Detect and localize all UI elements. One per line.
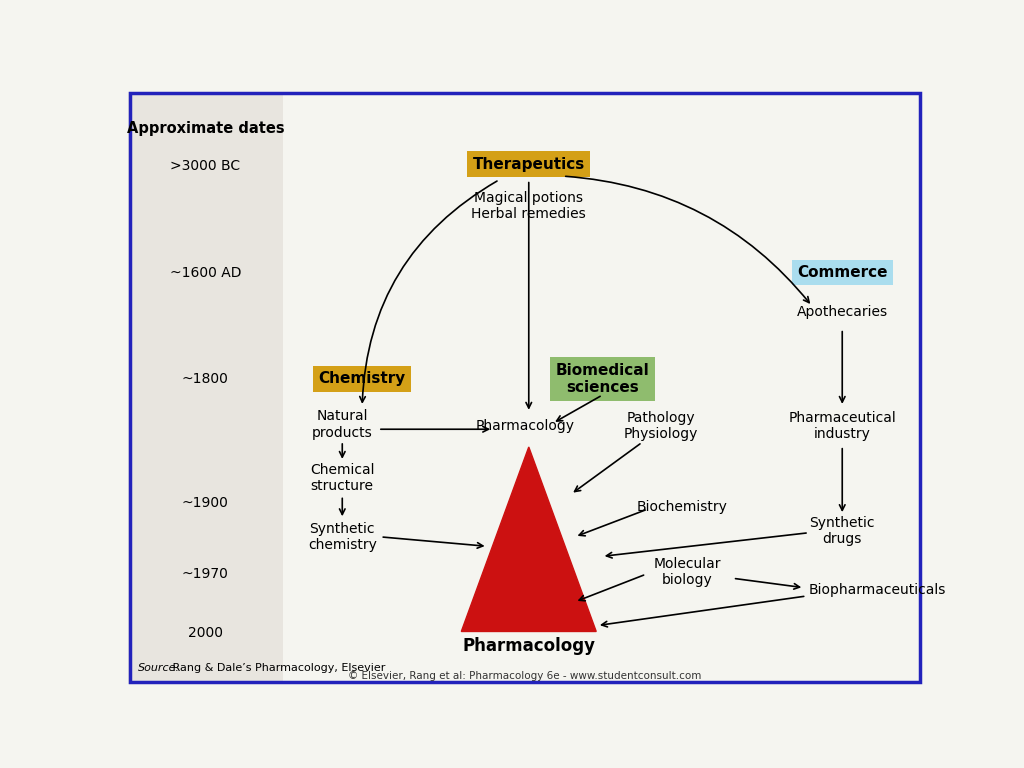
Text: Natural
products: Natural products	[312, 409, 373, 439]
Bar	[128, 92, 283, 684]
Text: ~1800: ~1800	[182, 372, 228, 386]
Text: ~1970: ~1970	[182, 567, 228, 581]
Text: Chemical
structure: Chemical structure	[310, 462, 375, 493]
Text: Magical potions
Herbal remedies: Magical potions Herbal remedies	[471, 190, 586, 221]
Text: Rang & Dale’s Pharmacology, Elsevier: Rang & Dale’s Pharmacology, Elsevier	[169, 663, 386, 673]
Text: © Elsevier, Rang et al: Pharmacology 6e - www.studentconsult.com: © Elsevier, Rang et al: Pharmacology 6e …	[348, 670, 701, 680]
Text: Pharmacology: Pharmacology	[475, 419, 574, 433]
Text: Biochemistry: Biochemistry	[637, 500, 727, 515]
Text: ~1900: ~1900	[182, 496, 228, 510]
Text: >3000 BC: >3000 BC	[170, 159, 241, 173]
Text: Pharmaceutical
industry: Pharmaceutical industry	[788, 411, 896, 442]
Text: Synthetic
chemistry: Synthetic chemistry	[308, 521, 377, 552]
Text: Biopharmaceuticals: Biopharmaceuticals	[809, 583, 946, 597]
Text: ~1600 AD: ~1600 AD	[170, 266, 241, 280]
Text: Biomedical
sciences: Biomedical sciences	[556, 362, 649, 396]
Text: Pathology
Physiology: Pathology Physiology	[624, 411, 698, 442]
Text: Apothecaries: Apothecaries	[797, 305, 888, 319]
Text: Source:: Source:	[137, 663, 180, 673]
Text: Commerce: Commerce	[797, 265, 888, 280]
Text: Therapeutics: Therapeutics	[473, 157, 585, 172]
Polygon shape	[461, 447, 596, 631]
Text: Chemistry: Chemistry	[318, 372, 406, 386]
Text: Synthetic
drugs: Synthetic drugs	[810, 516, 874, 546]
Text: Approximate dates: Approximate dates	[127, 121, 285, 135]
Text: Molecular
biology: Molecular biology	[653, 558, 721, 588]
Text: Pharmacology: Pharmacology	[462, 637, 595, 655]
Text: 2000: 2000	[187, 626, 223, 641]
